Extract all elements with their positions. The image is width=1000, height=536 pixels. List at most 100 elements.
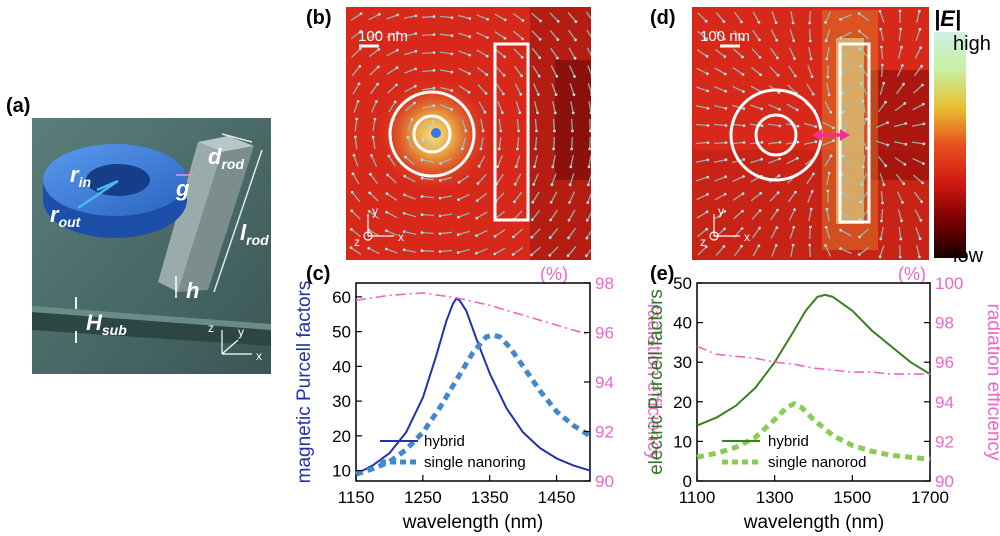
field-arrow [369, 173, 379, 185]
field-arrow-head [556, 19, 560, 23]
field-arrow [568, 65, 576, 77]
axis-y-label-d: y [718, 204, 724, 218]
field-arrow-head [792, 225, 796, 229]
field-arrow-head [791, 21, 795, 25]
field-arrow-head [420, 249, 424, 253]
field-arrow [880, 46, 884, 60]
field-arrow [771, 245, 777, 257]
field-arrow-head [438, 214, 442, 218]
field-arrow-head [900, 219, 903, 223]
field-arrow-head [513, 182, 517, 186]
field-arrow-head [432, 51, 436, 54]
field-arrow-head [824, 21, 827, 24]
field-arrow [787, 84, 797, 94]
field-arrow-head [882, 183, 886, 187]
chart-c-legend: hybrid single nanoring [380, 433, 526, 471]
field-arrow-head [794, 190, 797, 194]
chart-c-y2tick-label: 98 [595, 274, 614, 293]
field-arrow [696, 193, 708, 201]
field-arrow [531, 228, 541, 238]
field-arrow [494, 13, 506, 21]
chart-c-y2tick-label: 90 [595, 472, 614, 491]
field-arrow-head [588, 147, 591, 151]
l-rod-arrow [213, 149, 263, 293]
field-arrow-head [457, 198, 460, 202]
colorbar-high-label: high [953, 33, 991, 55]
field-arrow-head [420, 176, 424, 180]
field-arrow-head [568, 183, 572, 187]
field-arrow [586, 230, 591, 239]
field-arrow [350, 13, 362, 21]
field-arrow [915, 29, 921, 41]
field-arrow [769, 66, 779, 76]
field-arrow [752, 11, 760, 23]
field-arrow-head [919, 46, 923, 50]
field-arrow-head [586, 183, 590, 187]
field-arrow [859, 210, 869, 220]
field-arrow [386, 230, 398, 236]
field-arrow [368, 13, 380, 21]
field-arrow-head [368, 191, 372, 195]
field-arrow [368, 247, 380, 255]
field-arrow [696, 211, 708, 219]
chart-c-xtick-label: 1450 [538, 488, 576, 507]
field-arrow-head [536, 111, 539, 115]
field-arrow-head [793, 208, 796, 212]
field-arrow [696, 228, 708, 238]
field-arrow-head [585, 236, 589, 240]
field-arrow-head [432, 33, 436, 36]
field-arrow-head [706, 158, 710, 162]
field-arrow-head [432, 15, 436, 19]
field-arrow-head [393, 100, 397, 104]
field-arrow-head [776, 208, 779, 212]
field-arrow-head [705, 54, 709, 58]
field-arrow-head [706, 175, 710, 179]
field-arrow-head [513, 200, 516, 204]
chart-c-xtick-label: 1250 [404, 488, 442, 507]
field-arrow [788, 209, 796, 221]
field-arrow [533, 83, 539, 95]
field-arrow-head [858, 218, 862, 221]
field-arrow [897, 209, 903, 221]
field-arrow-head [538, 37, 542, 41]
field-arrow-head [460, 147, 464, 151]
field-arrow-head [922, 162, 925, 166]
field-arrow-head [367, 246, 371, 250]
field-arrow [913, 191, 923, 203]
field-arrow-head [723, 210, 727, 213]
field-arrow [895, 173, 905, 185]
field-arrow [421, 159, 435, 163]
field-arrow [752, 29, 760, 41]
chart-c-y2label: radiation efficiency [643, 303, 664, 461]
field-arrow-head [548, 253, 552, 257]
field-arrow [476, 66, 488, 76]
field-arrow [421, 33, 435, 37]
field-arrow-head [808, 39, 812, 43]
scale-bar-label-b: 100 nm [358, 28, 408, 45]
chart-e-series-0-line [696, 293, 931, 427]
field-arrow-head [420, 213, 424, 217]
field-arrow-head [413, 84, 417, 88]
field-arrow-head [352, 153, 356, 157]
field-arrow-head [432, 104, 436, 108]
chart-c-y2tick-label: 92 [595, 423, 614, 442]
field-arrow [586, 47, 591, 57]
field-arrow [788, 47, 796, 59]
field-arrow [733, 30, 743, 40]
field-arrow-head [468, 35, 472, 39]
field-arrow [552, 100, 556, 114]
field-arrow-head [776, 191, 780, 195]
field-arrow-head [520, 55, 524, 59]
field-arrow [351, 48, 361, 58]
ring-outer-outline-b [388, 90, 476, 178]
field-arrow-head [825, 57, 829, 61]
field-arrow [567, 245, 577, 257]
chart-c-series-0-line [355, 297, 591, 475]
field-arrow-head [589, 111, 591, 115]
panel-a: (a) rin rout g drod lrod h Hsub [6, 95, 271, 374]
field-arrow-head [514, 165, 518, 169]
field-arrow-head [414, 32, 418, 35]
field-arrow [480, 136, 484, 150]
field-arrow [496, 173, 504, 185]
field-arrow-head [918, 237, 922, 241]
